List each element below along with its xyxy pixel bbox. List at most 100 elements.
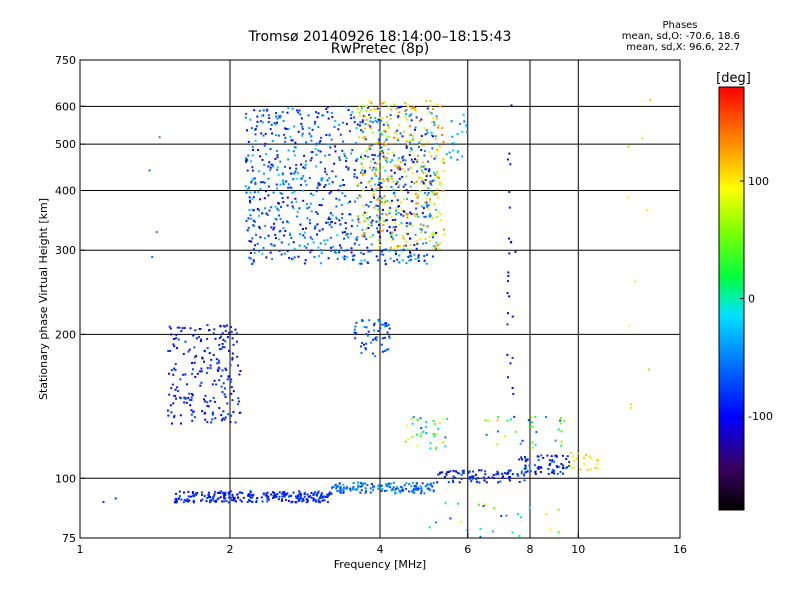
data-point: [420, 135, 423, 137]
phases-line-o: mean, sd,O: -70.6, 18.6: [621, 31, 740, 42]
data-point: [325, 173, 328, 176]
data-point: [388, 336, 391, 339]
data-point: [530, 425, 533, 428]
data-point: [309, 495, 312, 497]
data-point: [379, 197, 382, 200]
data-point: [425, 420, 428, 423]
data-point: [390, 246, 392, 249]
data-point: [426, 107, 429, 110]
data-point: [266, 497, 269, 500]
data-point: [191, 491, 194, 493]
data-point: [296, 215, 299, 218]
data-point: [461, 130, 464, 133]
data-point: [368, 319, 371, 322]
data-point: [212, 497, 215, 500]
data-point: [224, 367, 227, 370]
data-point: [266, 108, 269, 111]
data-point: [312, 497, 315, 500]
data-point: [531, 421, 534, 424]
data-point: [293, 172, 296, 175]
data-point: [354, 237, 357, 240]
data-point: [295, 501, 298, 504]
data-point: [569, 452, 572, 455]
data-point: [371, 153, 374, 156]
data-point: [229, 364, 232, 367]
data-point: [284, 127, 287, 130]
chart-title: Tromsø 20140926 18:14:00–18:15:43: [248, 29, 512, 45]
data-point: [430, 184, 433, 187]
data-point: [418, 141, 421, 144]
data-point: [282, 181, 284, 184]
data-point: [516, 473, 519, 476]
data-point: [374, 336, 377, 339]
data-point: [396, 212, 399, 215]
data-point: [206, 371, 208, 374]
data-point: [315, 190, 318, 193]
data-point: [398, 224, 401, 226]
data-point: [335, 487, 338, 490]
data-point: [259, 188, 262, 190]
data-point: [218, 337, 221, 339]
data-point: [492, 477, 495, 480]
data-point: [213, 494, 215, 497]
data-point: [432, 433, 435, 435]
data-point: [280, 253, 283, 256]
data-point: [245, 112, 248, 115]
data-point: [317, 149, 320, 152]
data-point: [479, 535, 482, 538]
data-point: [505, 514, 508, 517]
data-point: [323, 239, 326, 242]
data-point: [437, 196, 439, 199]
data-point: [355, 332, 358, 335]
data-point: [287, 128, 290, 131]
data-point: [343, 249, 346, 252]
data-point: [410, 113, 413, 116]
data-point: [173, 345, 176, 348]
data-point: [437, 244, 440, 246]
data-point: [261, 212, 264, 215]
data-point: [257, 191, 260, 194]
data-point: [252, 260, 255, 263]
data-point: [252, 209, 255, 212]
data-point: [181, 327, 184, 330]
data-point: [306, 243, 309, 246]
data-point: [259, 120, 262, 123]
data-point: [252, 219, 255, 222]
data-point: [363, 220, 366, 223]
data-point: [232, 496, 234, 499]
data-point: [361, 119, 364, 122]
data-point: [433, 171, 436, 174]
data-point: [266, 214, 269, 216]
data-point: [385, 483, 388, 486]
data-point: [375, 336, 378, 339]
data-point: [168, 393, 171, 396]
data-point: [377, 209, 380, 211]
data-point: [410, 147, 413, 150]
data-point: [189, 327, 192, 330]
data-point: [206, 347, 209, 349]
data-point: [435, 446, 438, 449]
data-point: [360, 345, 363, 348]
data-point: [230, 414, 233, 417]
data-point: [300, 163, 302, 166]
data-point: [347, 109, 350, 111]
data-point: [320, 204, 323, 207]
data-point: [539, 466, 542, 469]
data-point: [415, 240, 418, 243]
data-point: [377, 205, 379, 208]
data-point: [442, 157, 445, 160]
data-point: [364, 123, 367, 125]
data-point: [278, 202, 280, 205]
data-point: [170, 333, 173, 336]
data-point: [272, 165, 275, 168]
data-point: [287, 499, 290, 502]
data-point: [208, 491, 211, 494]
data-point: [338, 219, 341, 222]
data-point: [366, 217, 369, 220]
data-point: [386, 121, 388, 124]
data-point: [393, 103, 396, 106]
data-point: [484, 503, 487, 506]
data-point: [369, 236, 372, 239]
data-point: [414, 126, 417, 129]
data-point: [428, 487, 430, 490]
